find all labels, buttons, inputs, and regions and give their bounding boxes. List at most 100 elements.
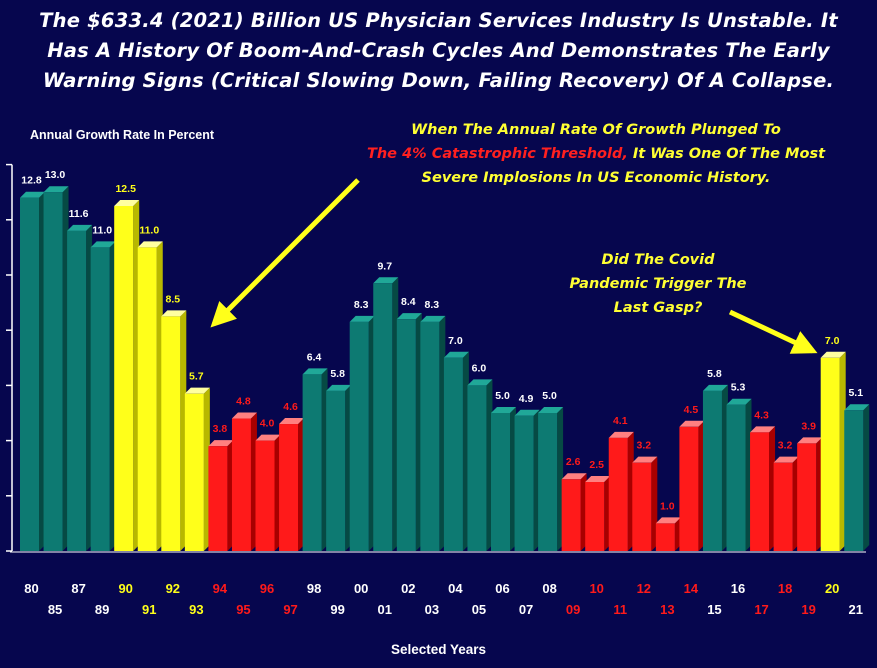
annotation-covid-line-3: Last Gasp? [613,300,703,316]
x-tick-label: 10 [589,581,603,596]
x-tick-label: 21 [849,602,863,617]
bar-top [255,434,281,441]
bar-front [231,418,251,551]
bar [396,313,422,551]
bar-top [679,420,705,427]
annotation-threshold: When The Annual Rate Of Growth Plunged T… [318,118,874,190]
data-label: 11.6 [69,208,89,220]
bar-side [462,351,469,551]
bar-side [156,241,163,551]
bar-top [67,224,93,231]
data-label: 6.4 [307,351,322,363]
bar-front [514,415,534,551]
x-tick-label: 17 [754,602,768,617]
bar-top [349,315,375,322]
bar-front [255,440,275,551]
bar-front [538,413,558,551]
x-tick-label: 87 [71,581,85,596]
x-tick-label: 19 [801,602,815,617]
bar [443,351,469,551]
bar-top [538,407,564,413]
bar-top [655,517,681,524]
bar-side [792,456,799,551]
bar [844,404,870,551]
bar [161,310,187,551]
bar-side [86,224,93,551]
bar-side [203,387,210,551]
bar-side [180,310,187,551]
x-tick-label: 16 [731,581,745,596]
x-tick-label: 06 [495,581,509,596]
x-tick-label: 03 [425,602,439,617]
x-tick-label: 05 [472,602,486,617]
data-label: 5.8 [330,368,345,380]
bar-front [67,230,87,551]
data-label: 9.7 [377,260,392,272]
bar-front [820,357,840,551]
bar-front [43,192,63,551]
bar-side [698,420,705,551]
bar-top [326,384,352,391]
bar-front [137,247,157,551]
bar-top [279,418,305,425]
x-tick-label: 18 [778,581,792,596]
bar-front [632,462,652,551]
data-label: 12.5 [115,183,136,195]
bar-top [632,456,658,463]
bar-front [467,385,487,551]
bar-front [561,479,581,551]
bar-side [250,412,257,551]
bar-side [557,407,564,551]
bar-side [580,473,587,551]
annotation-covid: Did The Covid Pandemic Trigger The Last … [528,248,788,320]
bar-front [208,446,228,551]
bar-top [797,437,823,444]
bar-front [797,443,817,551]
bar [655,517,681,551]
bar-side [510,407,516,551]
data-label: 8.3 [425,299,440,311]
bar [750,426,776,551]
bar-side [39,191,45,551]
bar-side [439,315,446,551]
bar-front [20,197,39,551]
data-label: 3.8 [213,423,228,435]
data-label: 2.6 [566,456,581,468]
x-tick-label: 00 [354,581,368,596]
x-tick-label: 07 [519,602,533,617]
data-label: 3.2 [778,440,793,452]
bar-front [443,357,463,551]
bar-side [533,409,540,551]
bar-side [227,440,234,551]
bar-top [773,456,799,463]
bar [184,387,210,551]
bar-side [627,431,634,551]
bar-side [109,241,116,551]
annotation-covid-line-2: Pandemic Trigger The [569,276,747,292]
annotation-threshold-red-text: The 4% Catastrophic Threshold, [366,146,628,162]
bar-top [396,313,422,320]
bar-side [486,379,493,551]
bar-top [20,191,45,198]
bar [114,200,140,551]
bar-top [443,351,469,358]
data-label: 4.9 [519,393,534,405]
x-tick-label: 04 [448,581,463,596]
bar [561,473,587,551]
bar [608,431,634,551]
bar-side [415,313,422,551]
x-tick-label: 94 [213,581,228,596]
bar-front [655,523,675,551]
bar-front [679,426,699,551]
bar [326,384,352,551]
bar-side [392,277,399,551]
data-label: 4.0 [260,418,275,430]
bar-front [114,206,134,551]
data-label: 3.2 [636,440,651,452]
data-label: 5.8 [707,368,722,380]
data-label: 4.3 [754,409,769,421]
bar [373,277,399,551]
bar [679,420,705,551]
x-tick-label: 14 [684,581,699,596]
